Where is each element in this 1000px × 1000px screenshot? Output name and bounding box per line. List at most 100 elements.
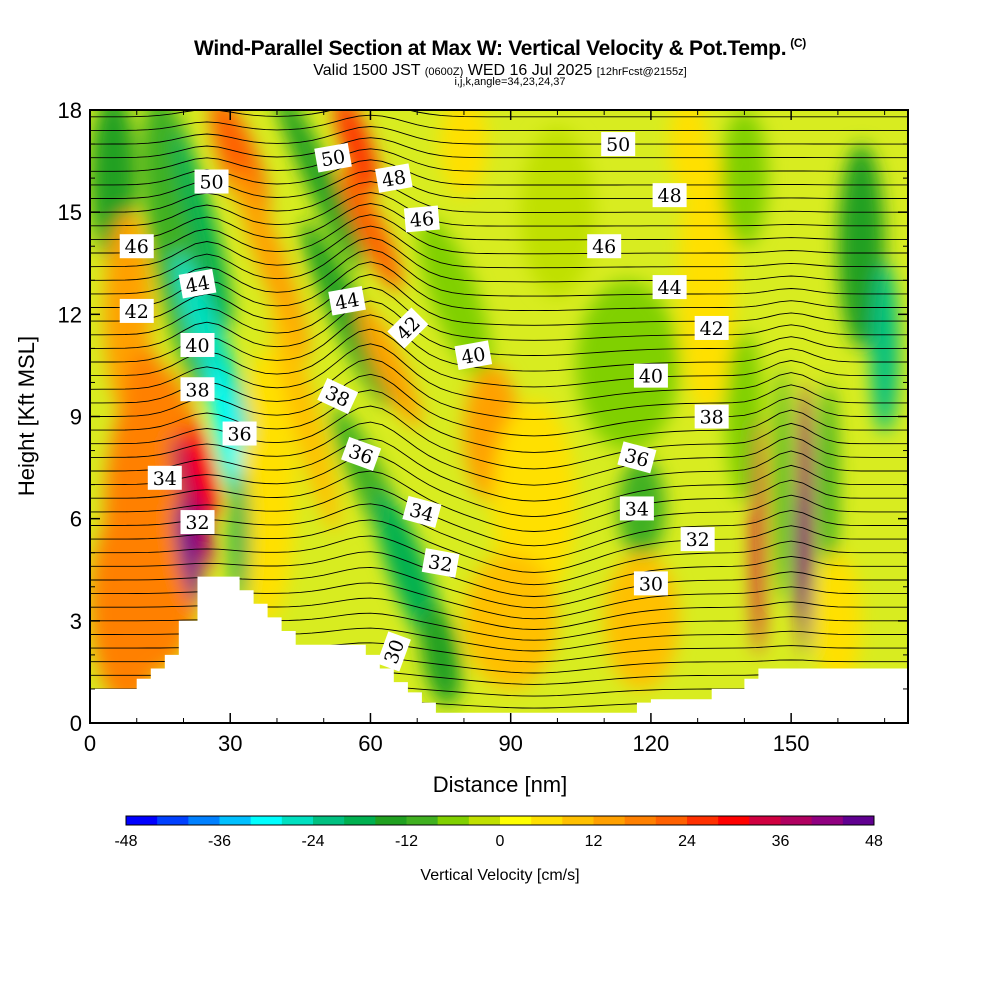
theta-contour-line (90, 92, 908, 103)
y-tick-label: 18 (58, 98, 82, 123)
theta-contour-line (90, 261, 908, 312)
theta-contour-line (90, 214, 908, 255)
theta-contour-line (90, 551, 908, 597)
theta-label: 30 (633, 571, 668, 596)
velocity-cell (491, 399, 577, 604)
theta-label: 40 (180, 332, 215, 357)
theta-label: 44 (652, 275, 687, 300)
y-axis-label: Height [Kft MSL] (14, 336, 39, 496)
theta-contour-line (90, 237, 908, 283)
theta-label-text: 32 (427, 551, 455, 577)
theta-contour-line (90, 110, 908, 118)
velocity-cell (440, 110, 488, 196)
theta-label-text: 46 (592, 236, 616, 258)
theta-contour-line (90, 203, 908, 241)
theta-label-text: 32 (185, 512, 209, 534)
colorbar-swatch (531, 816, 563, 825)
colorbar-swatch (313, 816, 345, 825)
theta-label-text: 48 (380, 166, 408, 192)
colorbar-swatch (126, 816, 158, 825)
x-tick-label: 120 (633, 731, 670, 756)
colorbar-tick-label: -48 (114, 833, 137, 850)
theta-label-text: 30 (639, 573, 663, 595)
colorbar-tick-label: -24 (301, 833, 324, 850)
theta-label-text: 48 (658, 185, 682, 207)
colorbar-swatch (188, 816, 220, 825)
x-tick-label: 60 (358, 731, 382, 756)
theta-label: 48 (652, 183, 687, 208)
colorbar-swatch (562, 816, 594, 825)
velocity-cell (338, 167, 402, 292)
colorbar-tick-label: 48 (865, 833, 883, 850)
theta-label: 34 (619, 496, 654, 521)
title-main: Wind-Parallel Section at Max W: Vertical… (194, 37, 787, 60)
theta-label: 46 (403, 205, 440, 233)
colorbar-swatch (406, 816, 439, 825)
theta-label: 46 (119, 234, 154, 259)
theta-label-text: 32 (686, 529, 710, 551)
colorbar-swatch (655, 816, 688, 825)
colorbar-tick-label: -36 (208, 833, 231, 850)
theta-contour-line (90, 225, 908, 269)
theta-label: 38 (180, 377, 215, 402)
theta-label-text: 40 (639, 366, 663, 388)
velocity-cell (795, 484, 806, 621)
velocity-cell (172, 130, 232, 328)
theta-contour-line (90, 358, 908, 420)
theta-contour-line (90, 300, 908, 356)
theta-contour-line (90, 535, 908, 586)
theta-label: 32 (180, 510, 215, 535)
forecast-info: [12hrFcst@2155z] (596, 66, 687, 78)
theta-contour-line (90, 328, 908, 388)
chart-subtitle: Valid 1500 JST (0600Z) WED 16 Jul 2025 [… (0, 62, 1000, 80)
velocity-cell (230, 467, 249, 604)
theta-contour-line (90, 114, 908, 131)
y-tick-label: 15 (58, 200, 82, 225)
colorbar-tick-label: 24 (678, 833, 696, 850)
theta-contour-line (90, 373, 908, 437)
velocity-cell (357, 303, 421, 428)
colorbar-swatch (375, 816, 407, 825)
theta-label: 40 (454, 340, 493, 370)
y-tick-label: 0 (70, 711, 82, 736)
theta-contour-line (90, 137, 908, 159)
theta-contour-line (90, 343, 908, 404)
theta-label: 42 (694, 315, 729, 340)
colorbar-swatch (842, 816, 875, 825)
theta-contour-line (90, 503, 908, 560)
valid-utc: (0600Z) (424, 66, 464, 78)
colorbar-swatch (437, 816, 470, 825)
theta-label: 30 (376, 631, 411, 672)
velocity-cell (301, 221, 393, 408)
velocity-cell (725, 331, 764, 502)
theta-contour-line (90, 249, 908, 297)
y-tick-label: 12 (58, 302, 82, 327)
velocity-cell (420, 604, 462, 706)
colorbar-swatch (219, 816, 252, 825)
theta-label: 44 (328, 285, 366, 316)
theta-label: 48 (375, 163, 413, 193)
terrain-mask (90, 576, 908, 723)
chart-title: Wind-Parallel Section at Max W: Vertical… (0, 36, 1000, 61)
x-tick-label: 0 (84, 731, 96, 756)
theta-label: 38 (694, 404, 729, 429)
copyright-mark: (C) (790, 36, 806, 50)
colorbar-tick-label: 0 (496, 833, 505, 850)
velocity-cell (669, 110, 708, 196)
colorbar-frame (125, 815, 875, 826)
theta-label-text: 44 (658, 277, 682, 299)
velocity-cell (184, 418, 220, 518)
valid-time: Valid 1500 JST (313, 62, 421, 79)
velocity-cell (239, 348, 296, 621)
theta-label: 50 (194, 169, 229, 194)
colorbar-label: Vertical Velocity [cm/s] (420, 867, 579, 884)
y-tick-label: 3 (70, 609, 82, 634)
theta-label: 36 (222, 421, 257, 446)
theta-label-text: 38 (700, 407, 724, 429)
theta-label-text: 50 (319, 146, 347, 172)
theta-label-text: 34 (153, 468, 177, 490)
theta-label: 32 (421, 548, 460, 578)
